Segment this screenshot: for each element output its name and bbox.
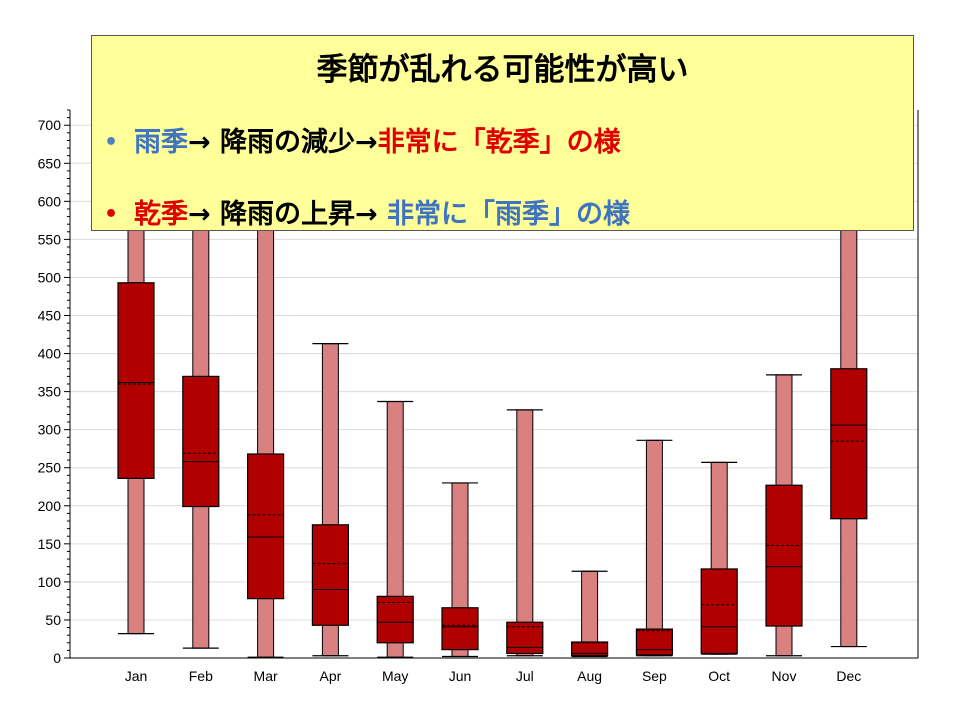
- iqr-box: [700, 568, 738, 655]
- y-tick-label: 200: [38, 498, 62, 514]
- y-tick-label: 0: [53, 650, 61, 666]
- box-jul: Jul: [506, 409, 544, 684]
- boxes: Jan Feb Mar Apr May Jun Jul Aug Sep Oct Nov Dec: [117, 124, 868, 684]
- iqr-box: [830, 368, 868, 520]
- whisker-bar: [516, 409, 534, 657]
- bullet-2-effect: → 降雨の上昇→: [188, 199, 388, 230]
- y-tick-label: 300: [38, 422, 62, 438]
- y-tick-label: 350: [38, 384, 62, 400]
- x-tick-label: May: [382, 668, 408, 684]
- y-tick-label: 600: [38, 193, 62, 209]
- box-aug: Aug: [570, 570, 609, 684]
- iqr-box: [635, 628, 674, 656]
- y-tick-label: 250: [38, 460, 62, 476]
- bullet-marker: •: [104, 130, 119, 155]
- box-nov: Nov: [765, 374, 803, 684]
- y-tick-label: 400: [38, 346, 62, 362]
- callout-box: 季節が乱れる可能性が高い • 雨季→ 降雨の減少→非常に「乾季」の様 • 乾季→ 降…: [91, 35, 914, 231]
- whisker-bar: [645, 439, 663, 657]
- bullet-1-term: 雨季: [134, 127, 188, 158]
- box-jun: Jun: [441, 482, 479, 684]
- iqr-box: [311, 524, 349, 626]
- box-may: May: [376, 400, 414, 684]
- iqr-box: [247, 453, 285, 600]
- iqr-box: [570, 641, 609, 657]
- box-dec: Dec: [830, 124, 868, 684]
- iqr-box: [376, 595, 414, 644]
- box-oct: Oct: [700, 461, 738, 684]
- x-tick-label: Jul: [516, 668, 534, 684]
- iqr-box: [506, 621, 544, 655]
- x-tick-label: Jan: [125, 668, 148, 684]
- bullet-1-effect: → 降雨の減少→: [188, 127, 378, 158]
- x-tick-label: Sep: [642, 668, 667, 684]
- callout-title: 季節が乱れる可能性が高い: [316, 52, 689, 88]
- x-tick-label: Jun: [449, 668, 472, 684]
- x-tick-label: Aug: [577, 668, 602, 684]
- iqr-box: [117, 282, 155, 479]
- y-tick-label: 450: [38, 308, 62, 324]
- bullet-dry-season: • 乾季→ 降雨の上昇→ 非常に「雨季」の様: [104, 192, 630, 231]
- iqr-box: [182, 375, 220, 508]
- y-tick-label: 500: [38, 269, 62, 285]
- bullet-marker: •: [104, 202, 119, 227]
- box-sep: Sep: [635, 439, 674, 684]
- x-tick-label: Oct: [708, 668, 730, 684]
- iqr-box: [765, 484, 803, 627]
- y-tick-label: 550: [38, 231, 62, 247]
- bullet-1-result: 非常に「乾季」の様: [377, 127, 621, 158]
- y-tick-label: 50: [45, 612, 61, 628]
- x-tick-label: Nov: [772, 668, 797, 684]
- x-tick-label: Mar: [254, 668, 278, 684]
- y-tick-label: 100: [38, 574, 62, 590]
- x-tick-label: Apr: [320, 668, 342, 684]
- bullet-rainy-season: • 雨季→ 降雨の減少→非常に「乾季」の様: [104, 120, 621, 159]
- x-tick-label: Feb: [189, 668, 213, 684]
- axes: 0 50 100 150 200 250 300 350 400 450 500 550 600 650 7…: [38, 109, 919, 666]
- iqr-box: [441, 607, 479, 651]
- y-tick-label: 150: [38, 536, 62, 552]
- box-apr: Apr: [311, 343, 349, 684]
- bullet-2-term: 乾季: [134, 199, 188, 230]
- y-tick-label: 650: [38, 155, 62, 171]
- bullet-2-result: 非常に「雨季」の様: [387, 199, 631, 230]
- x-tick-label: Dec: [836, 668, 861, 684]
- y-tick-label: 700: [38, 117, 62, 133]
- box-jan: Jan: [117, 124, 155, 684]
